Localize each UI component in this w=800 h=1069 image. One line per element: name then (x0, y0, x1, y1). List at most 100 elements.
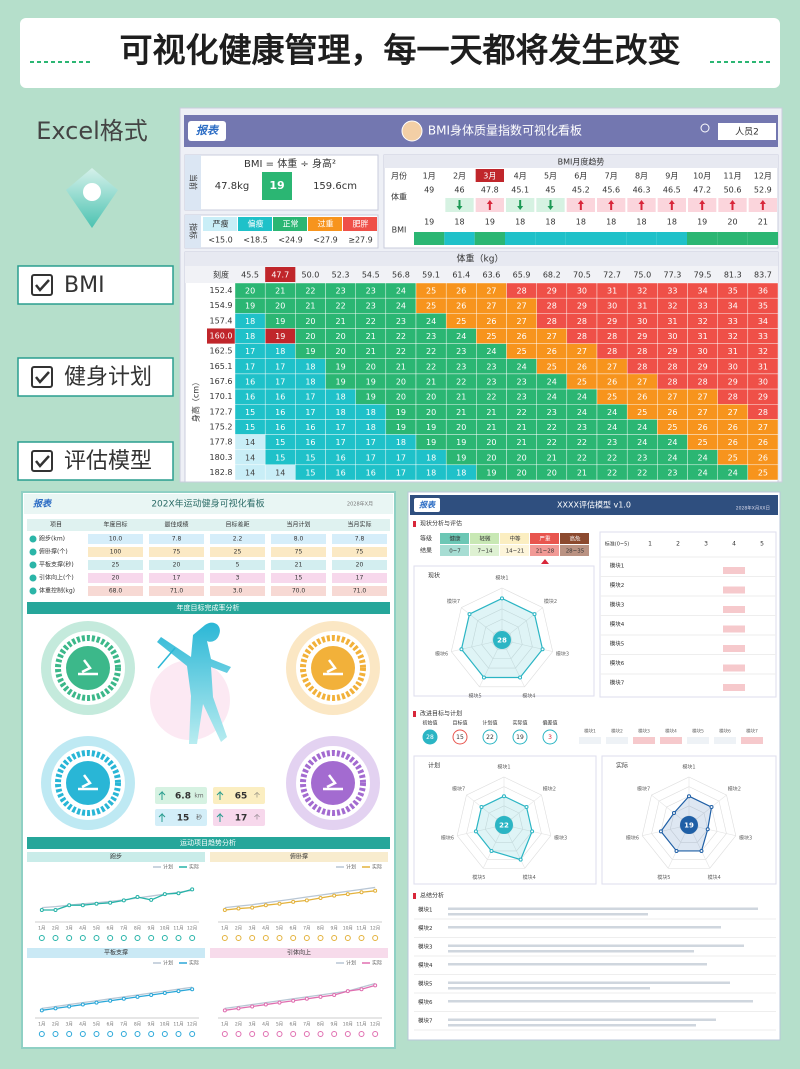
bmi-cell-value: 30 (607, 302, 617, 311)
point (277, 1000, 282, 1005)
height-tick: 172.7 (210, 407, 233, 416)
status-dot (107, 935, 114, 941)
bmi-cell-value: 27 (486, 287, 496, 296)
section-bar (27, 602, 390, 614)
status-dot (38, 1031, 45, 1037)
bmi-cell-value: 25 (667, 423, 677, 432)
bmi: 21 (758, 218, 768, 227)
legend-label: 实际 (372, 864, 382, 871)
bmi-cell-value: 23 (637, 453, 647, 462)
score-mark (723, 684, 745, 691)
row-label: BMI (392, 226, 407, 235)
status-dot (276, 935, 283, 941)
column-header: 最佳成绩 (164, 521, 188, 529)
bmi-cell-value: 22 (547, 438, 557, 447)
weight-tick: 79.5 (694, 271, 712, 280)
point (345, 989, 350, 994)
value-cell (271, 560, 326, 570)
radar-axis-label: 模块5 (657, 874, 670, 881)
status-dot (358, 1031, 365, 1037)
arrow-up (729, 200, 736, 210)
bmi-cell-value: 17 (305, 393, 315, 402)
radar-point (489, 848, 494, 853)
stat-unit: 秒 (196, 814, 202, 822)
status-dot (221, 935, 228, 941)
radar-axis-label: 模块7 (637, 785, 650, 792)
bmi-cell-value: 23 (456, 362, 466, 371)
month: 7月 (120, 1022, 127, 1028)
bmi-cell-value: 34 (758, 317, 768, 326)
bmi-cell-value: 29 (667, 347, 677, 356)
bmi-cell-value: 21 (456, 393, 466, 402)
point (373, 888, 378, 893)
bmi-cell-value: 18 (335, 408, 345, 417)
status-dot (79, 935, 86, 941)
bmi-cell-value: 32 (728, 332, 738, 341)
point (53, 908, 58, 912)
category: 肥胖 (353, 219, 369, 229)
bmi-cell-value: 21 (366, 347, 376, 356)
arrow-down (547, 200, 554, 210)
radar-point (473, 829, 478, 834)
bmi-cell-value: 23 (335, 287, 345, 296)
bmi-cell-value: 19 (426, 438, 436, 447)
bmi-cell-value: 18 (426, 468, 436, 477)
bmi-cell-value: 24 (667, 453, 677, 462)
bmi: 18 (545, 218, 555, 227)
plan-header: 目标值 (452, 720, 467, 727)
bmi-cell-value: 19 (245, 302, 255, 311)
actual-line (224, 984, 376, 1011)
text-line (448, 944, 744, 947)
bmi-cell-value: 27 (637, 378, 647, 387)
bmi-cell-value: 14 (245, 453, 255, 462)
bmi-cell-value: 20 (305, 332, 315, 341)
bmi-cell-value: 27 (547, 332, 557, 341)
bmi-cell-value: 15 (275, 438, 285, 447)
point (135, 895, 140, 900)
bmi-value: 19 (269, 179, 284, 192)
bmi-cell-value: 21 (456, 408, 466, 417)
bmi-cell-value: 22 (366, 317, 376, 326)
bmi-cell-value: 26 (728, 423, 738, 432)
text-line (448, 913, 648, 916)
height-tick: 152.4 (210, 286, 233, 295)
status-dot (175, 1031, 182, 1037)
bmi-cell-value: 17 (275, 362, 285, 371)
weight: 52.9 (754, 186, 772, 195)
bmi-cell-value: 30 (728, 362, 738, 371)
score-mark (723, 664, 745, 672)
bmi-cell-value: 26 (456, 302, 466, 311)
bmi-cell-value: 25 (486, 332, 496, 341)
month: 8月 (134, 926, 141, 932)
table-value: 68.0 (109, 588, 123, 595)
bmi-cell-value: 22 (335, 302, 345, 311)
bmi-cell-value: 18 (335, 393, 345, 402)
label-col (185, 155, 201, 210)
point (67, 903, 72, 908)
arrow-up (638, 200, 645, 210)
month: 6月 (289, 1022, 296, 1028)
month: 12月 (187, 926, 197, 932)
radar-label: 现状 (428, 572, 440, 580)
sport-icon (323, 774, 343, 791)
bmi-cell-value: 27 (697, 408, 707, 417)
bmi-cell-value: 32 (697, 317, 707, 326)
threshold: <27.9 (313, 236, 338, 245)
bmi-cell-value: 23 (577, 423, 587, 432)
month: 11月 (173, 926, 183, 932)
point (222, 908, 227, 912)
column-header: 年度目标 (103, 521, 127, 529)
radar-point (481, 675, 486, 680)
category: 过重 (318, 219, 334, 229)
module: 模块5 (418, 980, 433, 988)
bmi-cell-value: 22 (577, 438, 587, 447)
weight: 47.8kg (215, 181, 249, 192)
weight-tick: 83.7 (754, 271, 772, 280)
level-cell (500, 533, 529, 544)
month: 8月 (317, 926, 324, 932)
radar-label: 计划 (428, 762, 440, 770)
bmi-cell-value: 22 (396, 347, 406, 356)
weight-tick: 47.7 (271, 271, 289, 280)
bmi-cell-value: 30 (758, 378, 768, 387)
value-cell (210, 560, 265, 570)
